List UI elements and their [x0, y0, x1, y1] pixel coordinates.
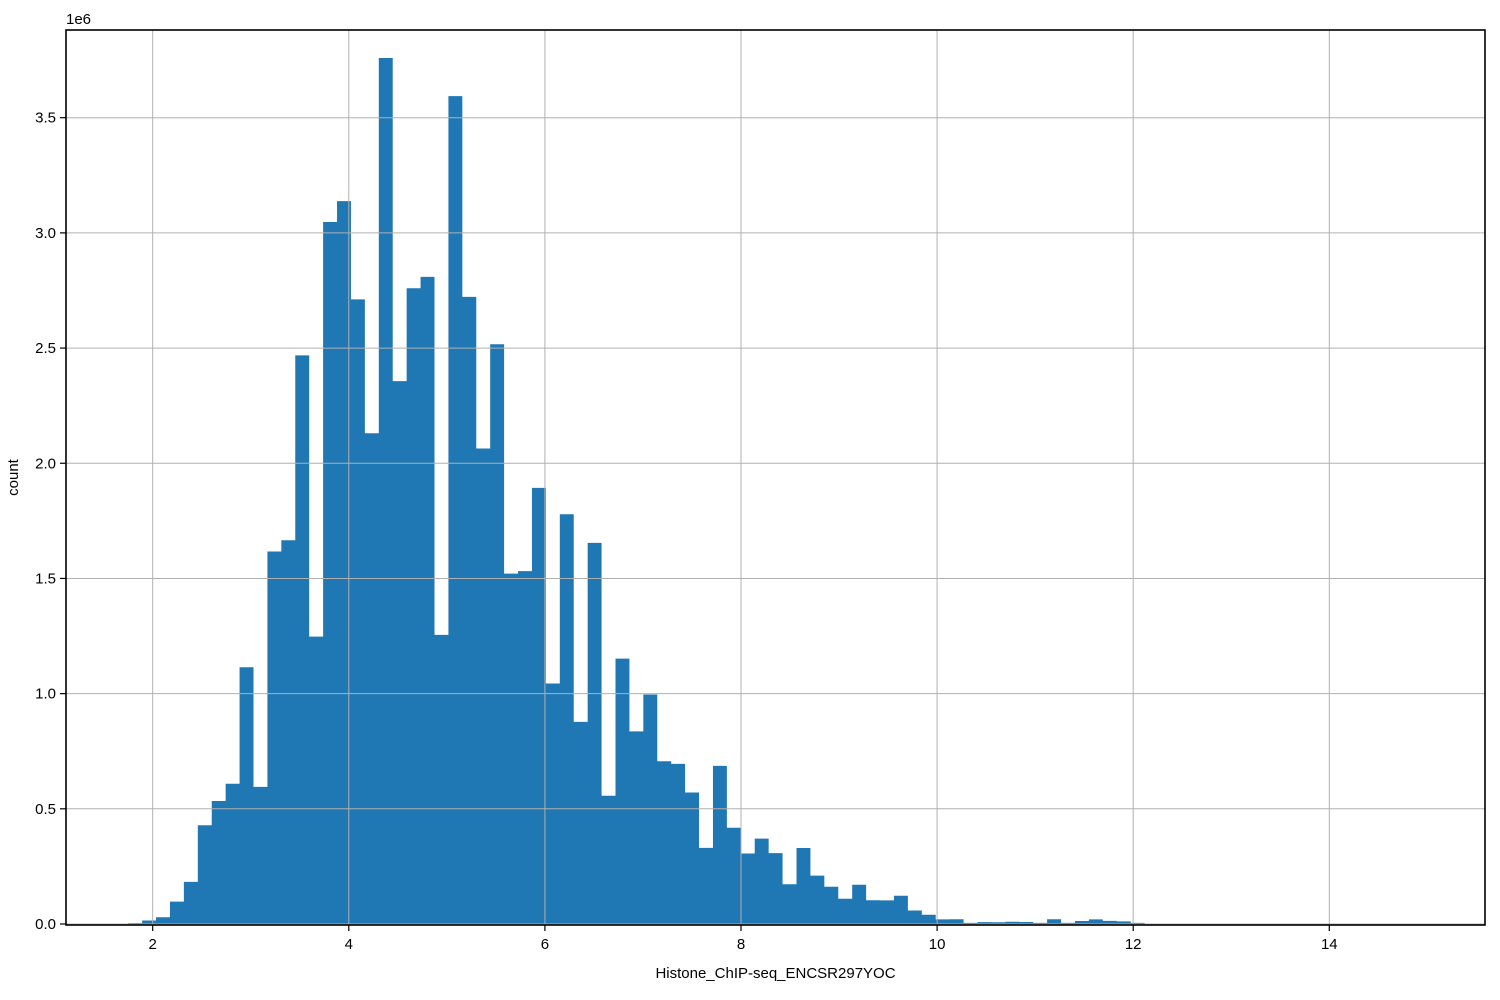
svg-text:1e6: 1e6	[66, 11, 91, 28]
svg-text:count: count	[5, 458, 22, 496]
svg-text:12: 12	[1125, 936, 1142, 953]
svg-text:4: 4	[345, 936, 353, 953]
svg-text:0.5: 0.5	[35, 801, 56, 818]
svg-text:6: 6	[541, 936, 549, 953]
svg-text:2.0: 2.0	[35, 455, 56, 472]
svg-text:2.5: 2.5	[35, 340, 56, 357]
svg-text:2: 2	[149, 936, 157, 953]
svg-text:Histone_ChIP-seq_ENCSR297YOC: Histone_ChIP-seq_ENCSR297YOC	[655, 965, 895, 982]
svg-text:8: 8	[737, 936, 745, 953]
svg-text:3.5: 3.5	[35, 110, 56, 127]
svg-text:14: 14	[1321, 936, 1338, 953]
svg-text:1.0: 1.0	[35, 686, 56, 703]
svg-text:1.5: 1.5	[35, 570, 56, 587]
svg-text:10: 10	[929, 936, 946, 953]
svg-text:0.0: 0.0	[35, 916, 56, 933]
svg-text:3.0: 3.0	[35, 225, 56, 242]
